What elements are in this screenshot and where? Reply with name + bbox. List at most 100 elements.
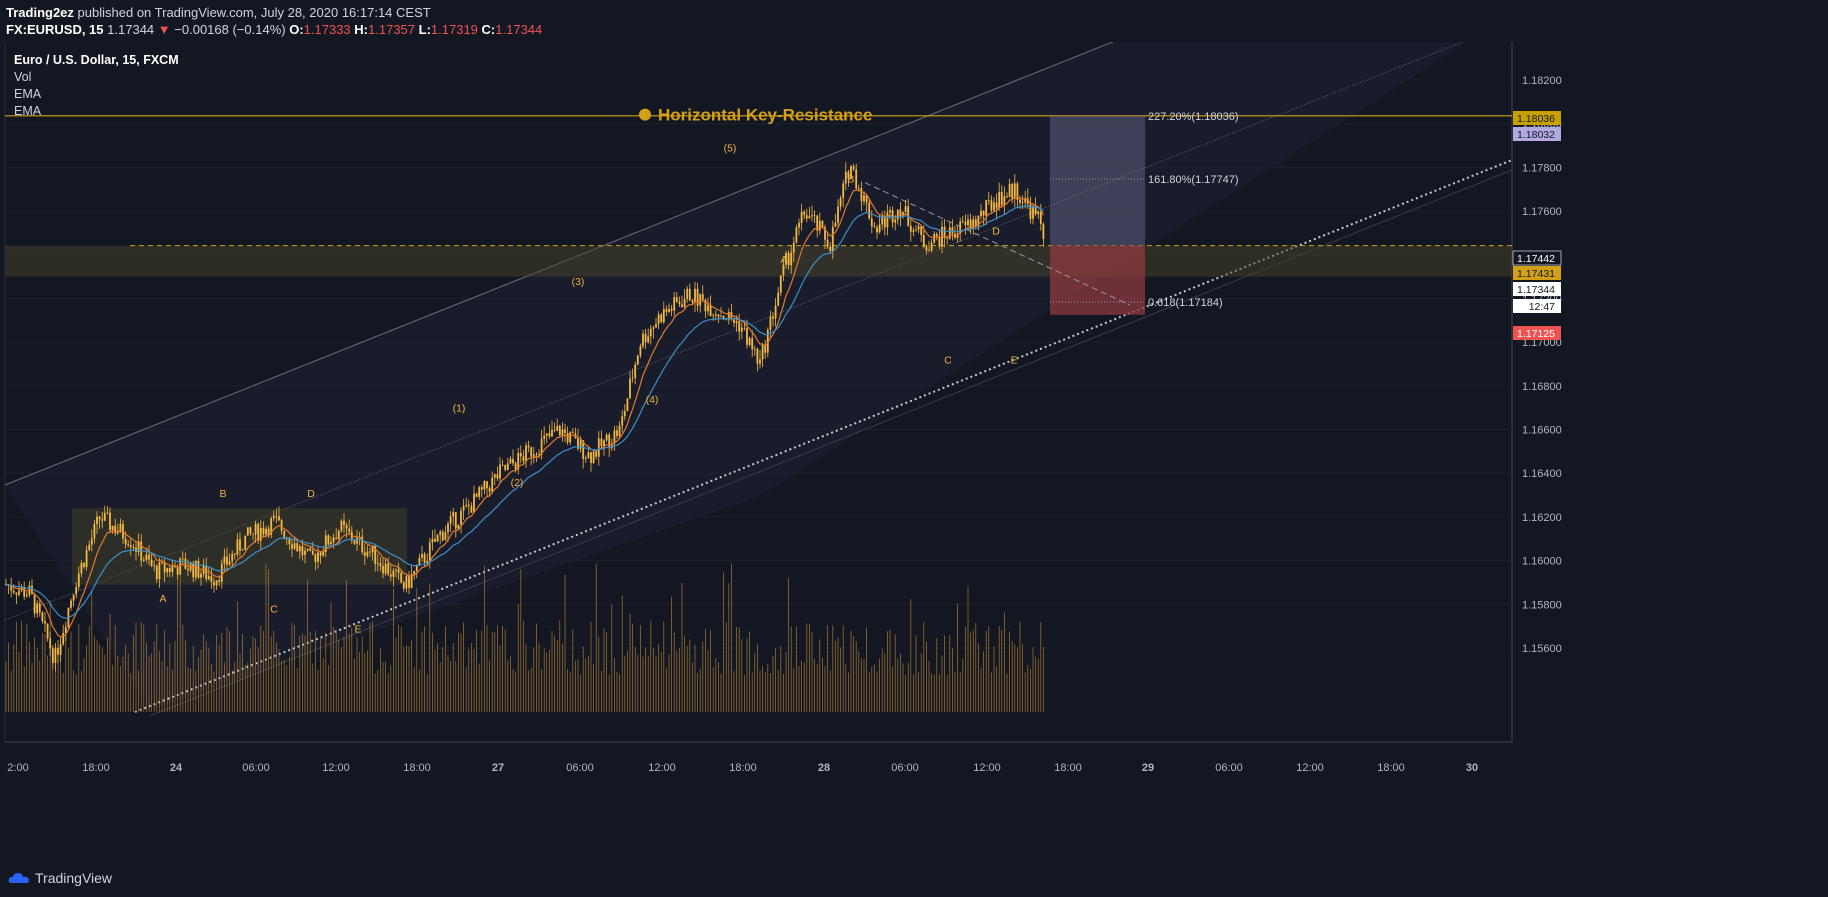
candle-body <box>792 242 795 253</box>
price-tag-bg <box>1512 250 1562 266</box>
candle-body <box>415 565 418 572</box>
ema-slow-line <box>5 205 1044 619</box>
candle-body <box>816 215 819 231</box>
candle-body <box>215 580 218 586</box>
legend-symbol[interactable]: Euro / U.S. Dollar, 15, FXCM <box>14 53 179 67</box>
candle-body <box>205 565 208 580</box>
candle-body <box>301 546 304 555</box>
price-chart[interactable]: 1.15600 1.15800 1.16000 1.16200 1.16400 1.166… <box>0 42 1828 862</box>
legend-item-ema-2[interactable]: EMA <box>14 104 42 118</box>
candle-body <box>267 528 270 535</box>
candle-body <box>527 445 530 448</box>
candle-body <box>1003 196 1006 206</box>
candle-body <box>964 221 967 226</box>
candle-body <box>465 504 468 506</box>
candle-body <box>691 300 694 303</box>
candle-body <box>137 541 140 552</box>
wave-label: E <box>1010 355 1017 367</box>
candle-body <box>558 425 561 436</box>
wave-label: (3) <box>572 276 585 288</box>
legend-item-vol[interactable]: Vol <box>14 70 32 84</box>
candle-body <box>985 200 988 216</box>
candle-body <box>413 571 416 575</box>
wave-label: D <box>307 488 315 500</box>
candle-body <box>764 345 767 353</box>
candle-body <box>85 550 88 568</box>
candle-body <box>969 219 972 230</box>
candle-body <box>59 644 62 655</box>
tradingview-logo[interactable]: TradingView <box>8 870 112 886</box>
candle-body <box>881 216 884 225</box>
candle-body <box>72 594 75 601</box>
candle-body <box>371 545 374 553</box>
candle-body <box>712 315 715 317</box>
candle-body <box>306 548 309 551</box>
candle-body <box>951 227 954 234</box>
candle-body <box>171 566 174 573</box>
candle-body <box>826 239 829 247</box>
candle-body <box>127 544 130 546</box>
candle-body <box>265 528 267 535</box>
candle-body <box>96 516 98 525</box>
x-tick-label: 30 <box>1466 762 1478 774</box>
candle-body <box>714 314 717 316</box>
candle-body <box>818 220 821 231</box>
candle-body <box>844 171 847 184</box>
price-tag: 1.17125 <box>1517 328 1555 340</box>
candle-body <box>681 304 683 307</box>
candle-body <box>387 563 390 575</box>
candle-body <box>436 534 439 542</box>
candle-body <box>148 554 150 560</box>
candle-body <box>948 227 951 239</box>
candle-body <box>688 288 691 301</box>
y-tick-label: 1.16200 <box>1522 512 1562 524</box>
candle-body <box>831 226 834 252</box>
wave-label: A <box>780 254 787 266</box>
legend-item-ema-1[interactable]: EMA <box>14 87 42 101</box>
candle-body <box>748 338 751 345</box>
candle-body <box>262 527 265 535</box>
candle-body <box>64 627 67 633</box>
candle-body <box>772 316 774 319</box>
candle-body <box>174 566 176 568</box>
candle-body <box>735 321 738 324</box>
candle-body <box>530 447 533 457</box>
price-tag-bg <box>1513 326 1561 340</box>
candle-body <box>670 308 673 311</box>
publisher-name[interactable]: Trading2ez <box>6 5 74 20</box>
ohlc-line: FX:EURUSD, 15 1.17344 ▼ −0.00168 (−0.14%… <box>6 22 542 37</box>
candle-body <box>943 226 946 239</box>
symbol-label[interactable]: FX:EURUSD, 15 <box>6 22 104 37</box>
candle-body <box>298 546 301 552</box>
y-tick-label: 1.15600 <box>1522 643 1562 655</box>
candle-body <box>106 512 109 514</box>
candle-body <box>15 592 18 595</box>
candle-body <box>46 623 49 639</box>
candle-body <box>1032 206 1034 219</box>
candle-body <box>577 437 579 449</box>
candle-body <box>972 219 975 230</box>
candle-body <box>800 211 803 223</box>
candle-body <box>155 565 158 580</box>
candle-body <box>592 451 595 464</box>
candle-body <box>241 549 244 551</box>
candle-body <box>41 612 44 622</box>
fib-label: 161.80%(1.17747) <box>1148 174 1239 186</box>
candle-body <box>584 457 587 459</box>
candle-body <box>304 550 306 555</box>
candle-body <box>491 477 494 492</box>
price-tag-bg <box>1513 111 1561 125</box>
candle-body <box>145 554 148 560</box>
candle-body <box>548 433 551 437</box>
candle-body <box>176 567 179 575</box>
candle-body <box>803 211 806 216</box>
fib-label: 0.618(1.17184) <box>1148 297 1223 309</box>
candle-body <box>694 288 696 303</box>
candle-body <box>353 540 356 544</box>
open-label: O: <box>289 22 304 37</box>
down-arrow-icon: ▼ <box>157 22 171 37</box>
wave-label: (1) <box>453 403 466 415</box>
candle-body <box>272 515 275 519</box>
candle-body <box>915 229 917 231</box>
candle-body <box>163 562 166 573</box>
